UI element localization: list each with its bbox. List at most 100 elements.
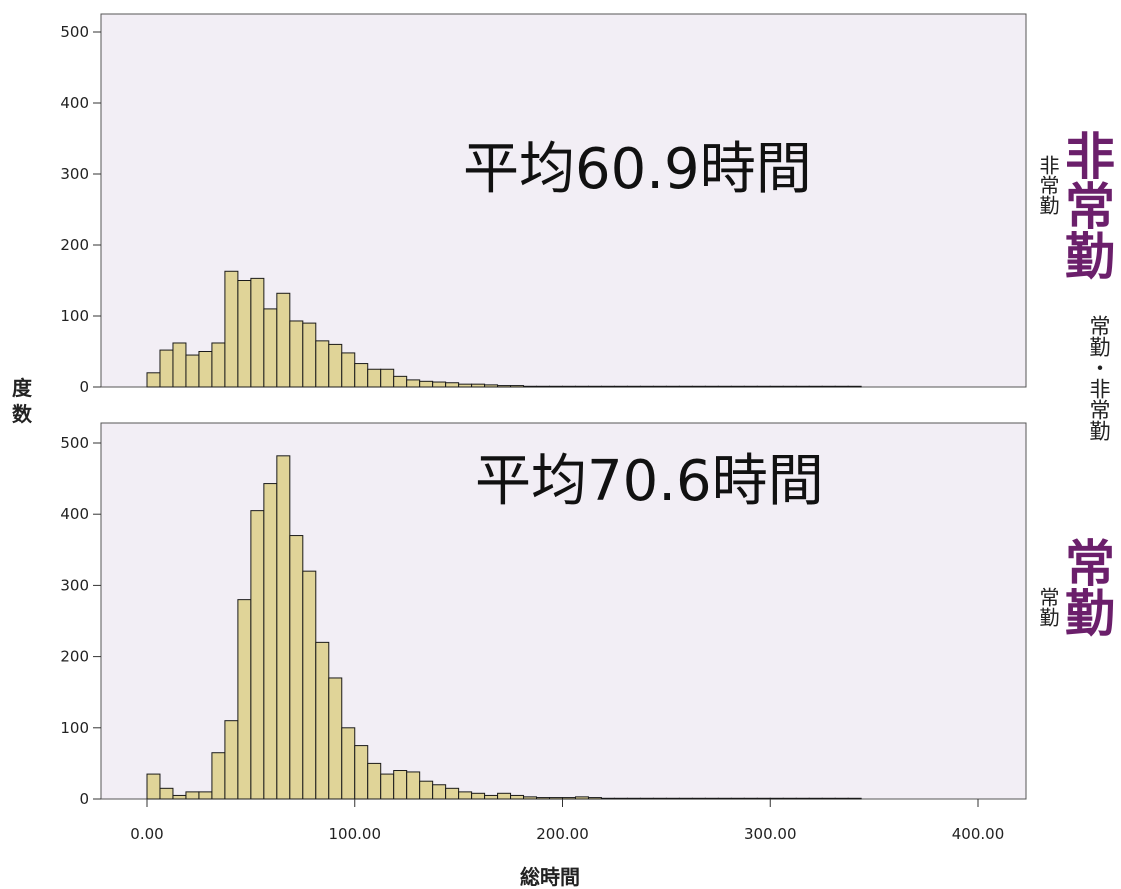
bar bbox=[808, 797, 823, 800]
bar bbox=[432, 784, 447, 800]
panel-1: 0 100 200 300 400 500 平均70.6時間 bbox=[60, 422, 1027, 808]
x-tick-label: 200.00 bbox=[536, 825, 589, 843]
bar bbox=[185, 354, 200, 388]
bar bbox=[458, 791, 473, 800]
bar bbox=[587, 797, 602, 800]
bar bbox=[328, 677, 343, 800]
bar bbox=[665, 385, 680, 388]
bar bbox=[523, 796, 538, 800]
bar bbox=[159, 787, 174, 800]
bar bbox=[717, 797, 732, 800]
bar bbox=[367, 368, 382, 388]
y-tick-label: 400 bbox=[60, 505, 89, 523]
bar bbox=[354, 745, 369, 800]
bar bbox=[302, 570, 317, 800]
bar bbox=[159, 349, 174, 388]
y-tick-label: 400 bbox=[60, 94, 89, 112]
bar bbox=[263, 308, 278, 388]
bar bbox=[224, 720, 239, 800]
mean-annotation: 平均60.9時間 bbox=[463, 137, 812, 202]
x-tick-label: 0.00 bbox=[130, 825, 163, 843]
bar bbox=[678, 385, 693, 388]
bar bbox=[406, 771, 421, 800]
bar bbox=[250, 277, 265, 388]
bar bbox=[471, 792, 486, 800]
bar bbox=[276, 455, 291, 800]
row-label-big-part-time: 非常勤 bbox=[1057, 130, 1115, 280]
x-axis-label: 総時間 bbox=[520, 865, 580, 889]
panel-0: 0 100 200 300 400 500 平均60.9時間 bbox=[60, 13, 1027, 396]
bar bbox=[146, 773, 161, 800]
bar bbox=[484, 384, 499, 388]
strip-label: 常勤・非常勤 bbox=[1087, 315, 1111, 441]
bar bbox=[730, 385, 745, 388]
bar bbox=[795, 797, 810, 800]
x-tick-label: 100.00 bbox=[329, 825, 382, 843]
bar bbox=[354, 363, 369, 388]
bar bbox=[250, 510, 265, 800]
y-tick-label: 100 bbox=[60, 307, 89, 325]
bar bbox=[691, 797, 706, 800]
bar bbox=[237, 280, 252, 388]
bar bbox=[562, 385, 576, 388]
bar bbox=[847, 385, 862, 388]
y-tick-label: 200 bbox=[60, 648, 89, 666]
bar bbox=[341, 727, 356, 800]
bar bbox=[328, 343, 343, 388]
bar bbox=[600, 385, 615, 388]
bar bbox=[834, 797, 849, 800]
bar bbox=[639, 385, 654, 388]
y-tick-label: 300 bbox=[60, 165, 89, 183]
bar bbox=[769, 797, 784, 800]
bar bbox=[185, 791, 200, 800]
bar bbox=[341, 352, 356, 388]
bar bbox=[574, 385, 589, 388]
bar bbox=[652, 797, 667, 800]
bar bbox=[834, 385, 849, 388]
bar bbox=[393, 770, 408, 800]
x-tick-label: 400.00 bbox=[952, 825, 1005, 843]
bar bbox=[445, 787, 460, 800]
bar bbox=[289, 535, 304, 800]
y-tick-label: 500 bbox=[60, 434, 89, 452]
bar bbox=[678, 797, 693, 800]
bar bbox=[691, 385, 706, 388]
row-label-small-full-time: 常勤 bbox=[1036, 587, 1060, 627]
bar bbox=[484, 794, 499, 800]
mean-annotation: 平均70.6時間 bbox=[475, 449, 824, 514]
bar bbox=[756, 797, 771, 800]
bar bbox=[237, 599, 252, 800]
bar bbox=[406, 379, 421, 388]
bar bbox=[847, 797, 862, 800]
bar bbox=[523, 385, 538, 388]
bar bbox=[821, 385, 836, 388]
bar bbox=[782, 797, 797, 800]
bar bbox=[536, 385, 551, 388]
bar bbox=[445, 382, 460, 388]
bar bbox=[626, 385, 641, 388]
bar bbox=[289, 320, 304, 388]
bar bbox=[626, 797, 641, 800]
bar bbox=[652, 385, 667, 388]
bar bbox=[782, 385, 797, 388]
bar bbox=[198, 351, 213, 388]
y-tick-label: 200 bbox=[60, 236, 89, 254]
bar bbox=[198, 791, 213, 800]
bar bbox=[367, 762, 382, 800]
bar bbox=[146, 372, 161, 388]
y-tick-label: 0 bbox=[79, 790, 89, 808]
bar bbox=[224, 270, 239, 388]
bar bbox=[808, 385, 823, 388]
y-tick-label: 500 bbox=[60, 23, 89, 41]
y-tick-label: 0 bbox=[79, 378, 89, 396]
bar bbox=[613, 797, 628, 800]
bar bbox=[536, 797, 551, 800]
bar bbox=[497, 385, 512, 388]
bar bbox=[600, 797, 615, 800]
bar bbox=[211, 342, 226, 388]
bar bbox=[458, 383, 473, 388]
bar bbox=[704, 385, 719, 388]
bar bbox=[172, 342, 187, 388]
bar bbox=[419, 780, 434, 800]
bar bbox=[510, 794, 525, 800]
